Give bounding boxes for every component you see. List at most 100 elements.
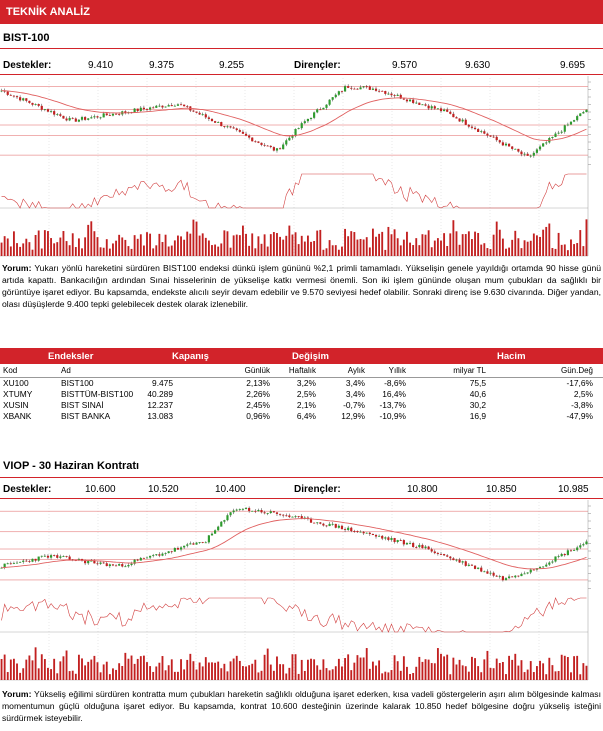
- bist-chart: [0, 76, 603, 259]
- volume-bar: [427, 230, 430, 256]
- candle-body: [195, 542, 198, 545]
- candle-body: [139, 107, 142, 112]
- volume-bar: [433, 240, 436, 256]
- candle-body: [424, 546, 427, 549]
- candle-body: [90, 117, 93, 119]
- candle-body: [260, 142, 263, 145]
- candle-body: [155, 554, 158, 556]
- candle-body: [226, 515, 229, 521]
- candle-body: [572, 550, 576, 551]
- volume-bar: [96, 237, 99, 256]
- bist-comment: Yorum: Yukarı yönlü hareketini sürdüren …: [2, 262, 601, 310]
- volume-bar: [440, 653, 442, 680]
- candle-body: [34, 558, 37, 561]
- candle-body: [68, 117, 71, 121]
- volume-bar: [474, 231, 476, 256]
- cell-monthly: 12,9%: [341, 411, 365, 421]
- candle-body: [127, 564, 130, 567]
- volume-bar: [229, 661, 232, 680]
- candle-body: [452, 558, 455, 561]
- candle-body: [214, 121, 217, 123]
- volume-bar: [461, 665, 464, 680]
- volume-bar: [548, 223, 551, 256]
- candle-body: [430, 106, 433, 109]
- volume-bar: [71, 670, 74, 680]
- candle-body: [402, 540, 405, 545]
- volume-bar: [517, 238, 520, 256]
- subheader-name: Ad: [61, 366, 71, 375]
- volume-bar: [266, 648, 269, 680]
- candle-body: [551, 136, 554, 138]
- candle-body: [477, 129, 480, 132]
- candle-body: [164, 106, 167, 108]
- candle-body: [59, 114, 62, 116]
- candle-body: [183, 104, 186, 107]
- volume-bar: [471, 656, 473, 680]
- cell-name: BIST BANKA: [61, 411, 111, 421]
- volume-bar: [480, 672, 483, 680]
- candle-body: [470, 126, 474, 128]
- volume-bar: [409, 674, 411, 680]
- candle-body: [508, 576, 511, 579]
- resistances-label: Dirençler:: [294, 484, 341, 495]
- candle-body: [118, 564, 121, 566]
- cell-monthly: 3,4%: [345, 378, 365, 388]
- candle-body: [585, 109, 588, 113]
- volume-bar: [155, 666, 158, 680]
- volume-bar: [316, 230, 319, 256]
- candle-body: [306, 517, 310, 519]
- volume-bar: [341, 666, 343, 680]
- candle-body: [328, 99, 331, 105]
- volume-bar: [455, 664, 458, 680]
- candle-body: [359, 531, 362, 533]
- volume-bar: [254, 659, 257, 680]
- candle-body: [523, 153, 526, 155]
- candle-body: [309, 518, 313, 523]
- volume-bar: [50, 238, 52, 256]
- volume-bar: [22, 243, 25, 256]
- volume-bar: [421, 661, 424, 680]
- candle-body: [483, 571, 486, 573]
- divider: [0, 48, 603, 49]
- volume-bar: [102, 247, 105, 256]
- candle-body: [501, 576, 504, 581]
- volume-bar: [152, 671, 155, 680]
- volume-bar: [424, 234, 427, 256]
- volume-bar: [430, 663, 433, 680]
- candle-body: [313, 112, 316, 118]
- candle-body: [49, 555, 53, 558]
- volume-bar: [269, 234, 272, 256]
- volume-bar: [217, 246, 220, 256]
- candle-body: [149, 555, 152, 558]
- volume-bar: [291, 654, 294, 680]
- volume-bar: [81, 658, 83, 680]
- volume-bar: [223, 230, 226, 256]
- candle-body: [347, 86, 350, 88]
- candle-body: [170, 551, 173, 553]
- candle-body: [235, 128, 238, 131]
- volume-bar: [0, 659, 3, 680]
- candle-body: [96, 116, 99, 118]
- candle-body: [557, 556, 560, 557]
- cell-volume: 16,9: [469, 411, 486, 421]
- volume-bar: [436, 648, 439, 680]
- volume-bar: [130, 655, 133, 680]
- resistance-level: 9.630: [465, 60, 491, 71]
- volume-bar: [554, 671, 557, 680]
- cell-monthly: -0,7%: [343, 400, 365, 410]
- volume-bar: [303, 670, 306, 680]
- volume-bar: [207, 662, 210, 680]
- candle-body: [461, 561, 464, 563]
- comment-text: Yükseliş eğilimi sürdüren kontratta mum …: [2, 689, 601, 723]
- volume-bar: [282, 664, 285, 680]
- volume-bar: [12, 658, 15, 680]
- volume-bar: [489, 667, 492, 680]
- volume-bar: [421, 234, 424, 256]
- volume-bar: [56, 242, 59, 256]
- volume-bar: [440, 240, 442, 256]
- candle-body: [362, 86, 365, 88]
- candle-body: [334, 523, 337, 528]
- candle-body: [412, 542, 415, 548]
- candle-body: [408, 542, 412, 544]
- volume-bar: [542, 663, 545, 680]
